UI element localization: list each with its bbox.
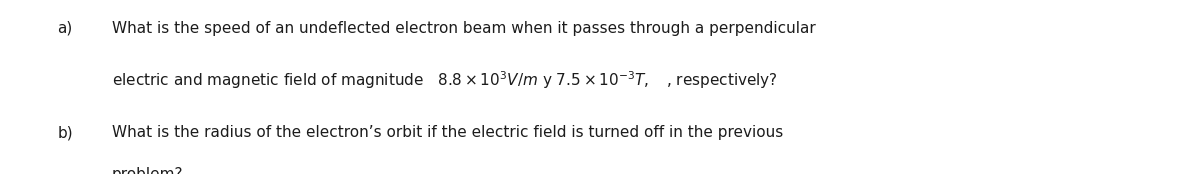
Text: What is the radius of the electron’s orbit if the electric field is turned off i: What is the radius of the electron’s orb… — [112, 125, 782, 140]
Text: What is the speed of an undeflected electron beam when it passes through a perpe: What is the speed of an undeflected elec… — [112, 21, 815, 36]
Text: problem?: problem? — [112, 167, 184, 174]
Text: b): b) — [58, 125, 73, 140]
Text: electric and magnetic field of magnitude   $8.8 \times 10^{3}V/m$ y $7.5 \times : electric and magnetic field of magnitude… — [112, 70, 778, 91]
Text: a): a) — [58, 21, 73, 36]
